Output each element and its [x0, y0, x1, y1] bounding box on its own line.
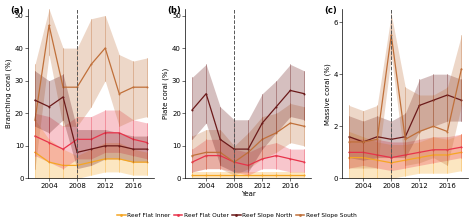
- Y-axis label: Massive coral (%): Massive coral (%): [324, 63, 331, 125]
- X-axis label: Year: Year: [241, 191, 255, 197]
- Y-axis label: Branching coral (%): Branching coral (%): [6, 59, 12, 128]
- Y-axis label: Plate coral (%): Plate coral (%): [163, 68, 169, 119]
- Text: (c): (c): [325, 6, 337, 14]
- Text: (b): (b): [167, 6, 181, 14]
- Text: (a): (a): [10, 6, 24, 14]
- Legend: Reef Flat Inner, Reef Flat Outer, Reef Slope North, Reef Slope South: Reef Flat Inner, Reef Flat Outer, Reef S…: [115, 210, 359, 220]
